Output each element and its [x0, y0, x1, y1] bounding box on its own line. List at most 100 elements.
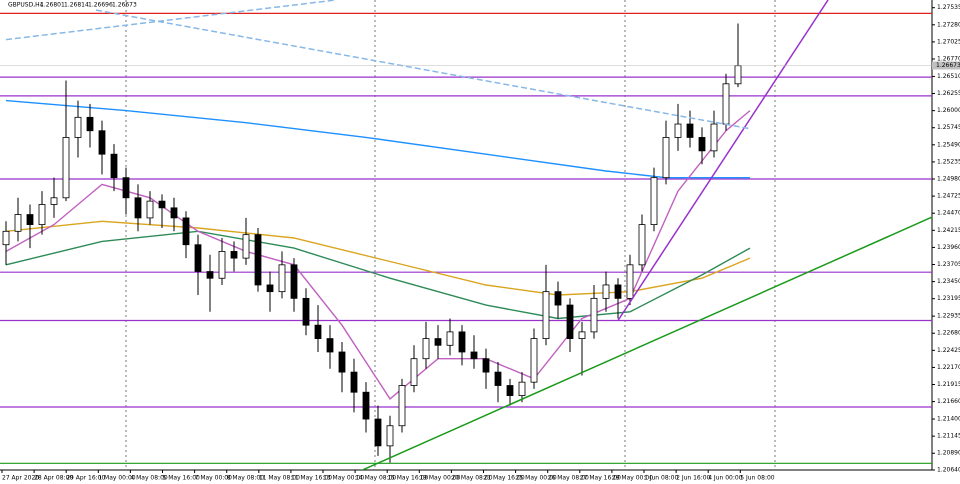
candle-body	[386, 425, 394, 447]
candle-body	[422, 338, 430, 360]
y-tick-label: 1.27280	[937, 21, 960, 28]
candle-body	[158, 200, 166, 209]
trend-line	[360, 216, 932, 470]
y-tick-label: 1.23960	[937, 244, 960, 251]
y-tick-label: 1.26770	[937, 56, 960, 63]
x-tick-label: 29 Apr 16:00	[66, 475, 105, 482]
current-price-label: 1.26673	[936, 62, 960, 69]
y-tick-label: 1.22170	[937, 364, 960, 371]
symbol: GBPUSD,H4	[8, 2, 44, 9]
moving-average	[5, 230, 751, 320]
candle-body	[626, 264, 634, 299]
x-tick-label: 2 Jun 16:00	[676, 475, 710, 482]
candle-body	[542, 291, 550, 339]
candle-body	[662, 137, 670, 179]
quote: 1.26673	[112, 2, 137, 9]
quote: 1.26801	[40, 2, 65, 9]
x-tick-label: 11 May 08:00	[259, 475, 300, 482]
candle-body	[350, 371, 358, 393]
candle-body	[62, 137, 70, 199]
x-tick-label: 14 May 08:00	[355, 475, 396, 482]
candle-body	[566, 304, 574, 339]
y-tick-label: 1.26510	[937, 73, 960, 80]
candle-body	[674, 123, 682, 138]
candle-body	[74, 116, 82, 138]
candle-body	[134, 197, 142, 219]
candle-body	[14, 214, 22, 232]
y-tick-label: 1.27025	[937, 38, 960, 45]
candle-body	[266, 284, 274, 293]
x-tick-label: 15 May 16:00	[387, 475, 428, 482]
candle-body	[38, 204, 46, 226]
y-tick-label: 1.23195	[937, 295, 960, 302]
moving-average	[5, 220, 751, 296]
x-tick-label: 19 May 00:00	[419, 475, 460, 482]
candle-body	[734, 65, 742, 85]
candle-body	[458, 331, 466, 353]
candle-body	[98, 130, 106, 155]
y-tick-label: 1.21660	[937, 398, 960, 405]
candle-body	[338, 351, 346, 373]
header: GBPUSD,H4 1.26801 1.26814 1.26696 1.2667…	[8, 2, 137, 9]
plot	[0, 0, 932, 470]
y-tick-label: 1.21400	[937, 416, 960, 423]
candle-body	[710, 123, 718, 152]
candle-body	[194, 244, 202, 272]
candle-body	[302, 297, 310, 326]
trend-line	[617, 0, 829, 321]
candle-body	[2, 230, 10, 246]
y-tick-label: 1.24470	[937, 210, 960, 217]
candle-body	[278, 264, 286, 293]
candle-body	[446, 331, 454, 346]
candle-body	[290, 264, 298, 299]
x-tick-label: 7 May 00:00	[195, 475, 233, 482]
y-tick-label: 1.24215	[937, 227, 960, 234]
current-price-box	[932, 61, 960, 70]
candle-body	[26, 214, 34, 226]
x-tick-label: 1 May 00:00	[98, 475, 136, 482]
candle-body	[698, 137, 706, 152]
candle-body	[410, 358, 418, 386]
y-tick-label: 1.23705	[937, 261, 960, 268]
candle-body	[170, 207, 178, 219]
x-tick-label: 4 Jun 00:00	[708, 475, 742, 482]
y-tick-label: 1.25745	[937, 124, 960, 131]
y-tick-label: 1.24725	[937, 193, 960, 200]
x-tick-label: 21 May 16:00	[484, 475, 525, 482]
candle-body	[578, 331, 586, 339]
y-tick-label: 1.21915	[937, 381, 960, 388]
candle-body	[554, 291, 562, 306]
y-tick-label: 1.20640	[937, 467, 960, 474]
candle-body	[638, 224, 646, 266]
x-tick-label: 26 May 08:00	[548, 475, 589, 482]
x-tick-label: 11 May 16:00	[291, 475, 332, 482]
candle-body	[182, 217, 190, 246]
candle-body	[50, 197, 58, 205]
y-tick-label: 1.27535	[937, 4, 960, 11]
candle-body	[374, 418, 382, 447]
trend-line	[95, 9, 751, 130]
quote: 1.26696	[88, 2, 113, 9]
x-tick-label: 5 May 16:00	[163, 475, 201, 482]
candle-body	[122, 177, 130, 199]
x-tick-label: 27 May 16:00	[580, 475, 621, 482]
candle-body	[230, 251, 238, 259]
x-tick-label: 4 May 08:00	[130, 475, 168, 482]
candle-body	[254, 234, 262, 286]
candle-body	[326, 338, 334, 353]
y-tick-label: 1.21145	[937, 433, 960, 440]
trend-line	[5, 0, 337, 41]
moving-average	[5, 99, 750, 179]
x-tick-label: 20 May 08:00	[451, 475, 492, 482]
candle-body	[434, 338, 442, 346]
y-tick-label: 1.24980	[937, 176, 960, 183]
candle-body	[506, 385, 514, 396]
y-tick-label: 1.23450	[937, 278, 960, 285]
candle-body	[722, 83, 730, 125]
y-tick-label: 1.22425	[937, 347, 960, 354]
candle-body	[590, 297, 598, 333]
candle-body	[530, 338, 538, 383]
